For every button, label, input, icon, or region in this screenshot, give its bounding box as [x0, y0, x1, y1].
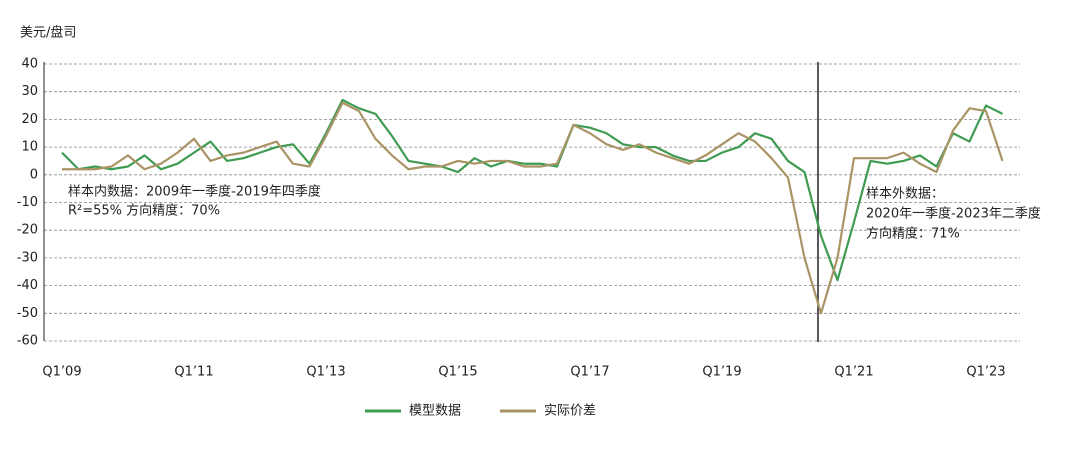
x-tick-label: Q1’09	[42, 365, 81, 380]
y-tick-label: 30	[21, 84, 38, 99]
y-axis-label: 美元/盘司	[20, 25, 76, 41]
x-tick-label: Q1’19	[702, 365, 741, 380]
annotation: 2020年一季度-2023年二季度	[866, 206, 1041, 222]
series-line	[62, 101, 1004, 315]
y-tick-label: -60	[17, 334, 38, 349]
annotation: 样本内数据：2009年一季度-2019年四季度	[68, 184, 321, 200]
x-tick-label: Q1’11	[174, 365, 213, 380]
y-tick-label: 10	[21, 140, 38, 155]
y-tick-label: -10	[17, 195, 38, 210]
y-tick-label: 20	[21, 112, 38, 127]
x-tick-label: Q1’13	[306, 365, 345, 380]
annotation: 方向精度：71%	[866, 226, 960, 242]
y-tick-label: -40	[17, 278, 38, 293]
y-tick-label: -50	[17, 306, 38, 321]
y-tick-label: 40	[21, 57, 38, 72]
annotation: R²=55% 方向精度：70%	[68, 203, 220, 219]
annotation: 样本外数据：	[866, 187, 944, 202]
x-tick-label: Q1’15	[438, 365, 477, 380]
x-tick-label: Q1’23	[966, 365, 1005, 380]
legend-label: 实际价差	[544, 404, 596, 419]
y-tick-label: 0	[30, 167, 38, 182]
x-tick-label: Q1’17	[570, 365, 609, 380]
series-line	[61, 98, 1003, 282]
y-tick-label: -30	[17, 250, 38, 265]
x-tick-label: Q1’21	[834, 365, 873, 380]
y-tick-label: -20	[17, 223, 38, 238]
legend-label: 模型数据	[409, 404, 461, 419]
